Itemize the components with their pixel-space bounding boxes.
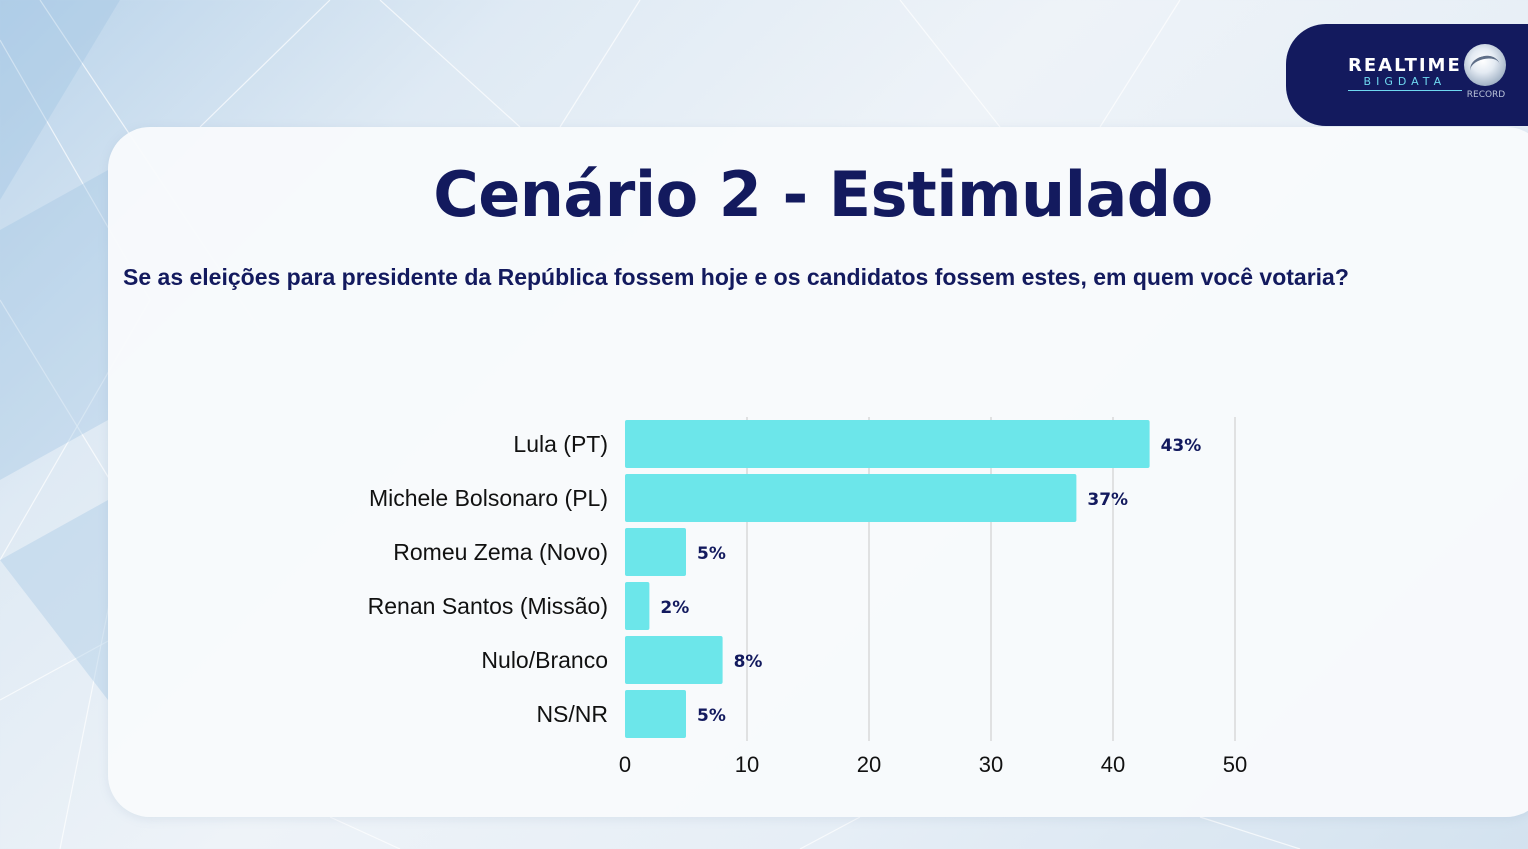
logo-main-text: REALTIME (1348, 55, 1462, 76)
category-label: Nulo/Branco (481, 647, 608, 673)
data-label: 8% (734, 652, 763, 672)
bar (625, 420, 1150, 468)
data-label: 5% (697, 706, 726, 726)
data-label: 43% (1161, 436, 1202, 456)
data-label: 37% (1087, 490, 1128, 510)
logo-sub-text: BIGDATA (1348, 76, 1462, 91)
content-card (108, 127, 1528, 817)
x-tick-label: 30 (979, 752, 1003, 777)
x-tick-label: 50 (1223, 752, 1247, 777)
chart-gridlines (746, 417, 1236, 741)
bar (625, 528, 686, 576)
category-label: Renan Santos (Missão) (368, 593, 608, 619)
data-label: 2% (660, 598, 689, 618)
data-label: 5% (697, 544, 726, 564)
bar (625, 690, 686, 738)
record-logo-icon (1464, 44, 1506, 86)
bar (625, 582, 650, 630)
realtime-bigdata-logo: REALTIME BIGDATA RECORD (1286, 24, 1528, 126)
x-tick-label: 20 (857, 752, 881, 777)
category-label: Michele Bolsonaro (PL) (369, 485, 608, 511)
question-subtitle: Se as eleições para presidente da Repúbl… (123, 264, 1349, 290)
chart-bars (625, 420, 1150, 738)
record-logo-label: RECORD (1466, 90, 1506, 100)
bar (625, 474, 1077, 522)
x-tick-label: 10 (735, 752, 759, 777)
bar (625, 636, 723, 684)
page-title: Cenário 2 - Estimulado (433, 158, 1213, 231)
logo-wordmark: REALTIME BIGDATA (1348, 56, 1462, 91)
category-label: Lula (PT) (513, 431, 608, 457)
category-label: NS/NR (536, 701, 608, 727)
category-label: Romeu Zema (Novo) (393, 539, 608, 565)
x-tick-label: 40 (1101, 752, 1125, 777)
chart-labels: 0 10 20 30 40 50 Lula (PT) 43% Michele Bolsonaro… (368, 431, 1248, 777)
x-tick-label: 0 (619, 752, 631, 777)
